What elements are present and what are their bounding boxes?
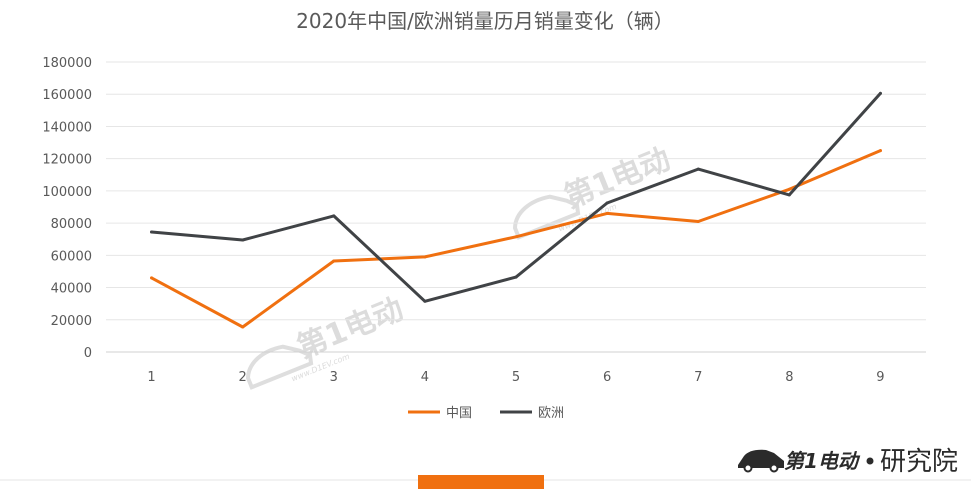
y-tick-label: 0 xyxy=(84,346,92,361)
y-tick-label: 40000 xyxy=(51,282,92,297)
y-tick-label: 80000 xyxy=(51,217,92,232)
data-point xyxy=(514,235,518,239)
x-tick-label: 7 xyxy=(694,370,702,385)
y-tick-label: 100000 xyxy=(42,185,92,200)
watermark-car-icon xyxy=(512,194,581,240)
y-tick-label: 160000 xyxy=(42,88,92,103)
legend-label: 欧洲 xyxy=(538,406,564,421)
legend-label: 中国 xyxy=(446,406,472,421)
y-tick-label: 120000 xyxy=(42,153,92,168)
data-point xyxy=(605,211,609,215)
x-tick-label: 8 xyxy=(785,370,793,385)
series-line xyxy=(150,91,882,303)
x-tick-label: 9 xyxy=(876,370,884,385)
x-tick-label: 2 xyxy=(239,370,247,385)
data-point xyxy=(878,91,882,95)
data-point xyxy=(787,187,791,191)
footer-accent-bar xyxy=(418,475,544,489)
car-wheel-icon xyxy=(743,463,753,473)
x-tick-label: 4 xyxy=(421,370,429,385)
y-axis-ticks: 0 20000 40000 60000 80000 100000 120000 140000 1… xyxy=(42,56,92,361)
gridlines xyxy=(106,61,926,353)
x-axis-ticks: 1 2 3 4 5 6 7 8 9 xyxy=(147,370,884,385)
x-tick-label: 3 xyxy=(330,370,338,385)
footer-brand-suffix: 研究院 xyxy=(880,447,958,477)
y-tick-label: 60000 xyxy=(51,249,92,264)
data-point xyxy=(605,201,609,205)
y-tick-label: 140000 xyxy=(42,120,92,135)
watermark-brand: 第1电动 xyxy=(559,142,675,216)
y-tick-label: 180000 xyxy=(42,56,92,71)
data-point xyxy=(878,149,882,153)
data-point xyxy=(332,214,336,218)
series-lines xyxy=(150,91,882,329)
x-tick-label: 5 xyxy=(512,370,520,385)
chart-title: 2020年中国/欧洲销量历月销量变化（辆） xyxy=(296,9,674,33)
series-line xyxy=(150,149,882,329)
watermark-brand: 第1电动 xyxy=(292,292,408,366)
footer-brand-logo: 第1电动 xyxy=(784,449,861,473)
car-logo-icon xyxy=(738,449,784,468)
data-point xyxy=(150,276,154,280)
data-point xyxy=(514,275,518,279)
data-point xyxy=(332,259,336,263)
data-point xyxy=(150,230,154,234)
x-tick-label: 6 xyxy=(603,370,611,385)
watermark-car-icon xyxy=(245,344,314,390)
legend: 中国 欧洲 xyxy=(408,406,564,421)
data-point xyxy=(696,167,700,171)
data-point xyxy=(423,255,427,259)
car-wheel-icon xyxy=(769,463,779,473)
data-point xyxy=(787,193,791,197)
data-point xyxy=(241,238,245,242)
y-tick-label: 20000 xyxy=(51,314,92,329)
separator-dot-icon xyxy=(866,457,874,465)
data-point xyxy=(423,299,427,303)
x-tick-label: 1 xyxy=(147,370,155,385)
data-point xyxy=(696,220,700,223)
data-point xyxy=(241,325,245,329)
footer-brand: 第1电动 研究院 xyxy=(738,447,958,477)
watermark-lower: 第1电动 www.D1EV.com xyxy=(245,292,408,390)
